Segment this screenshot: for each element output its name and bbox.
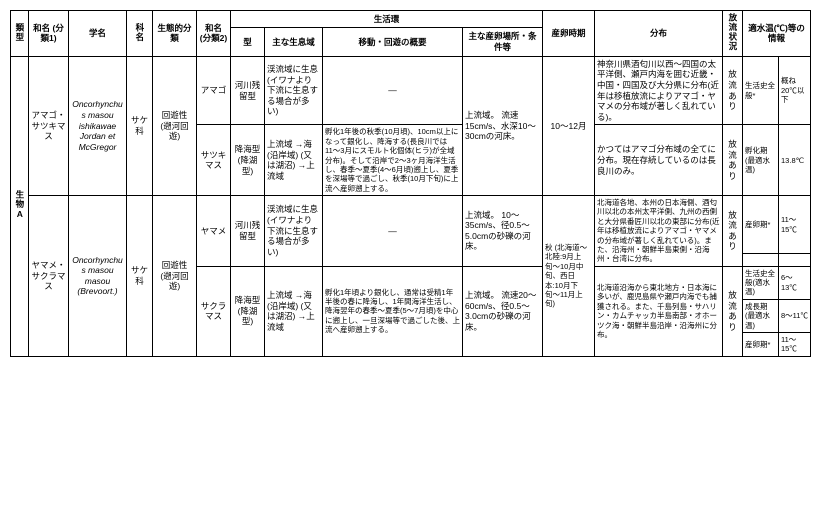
cell-ka: サケ科: [127, 196, 153, 357]
cell-idou: —: [323, 56, 463, 125]
cell-gaku: Oncorhynchus masou masou (Brevoort.): [69, 196, 127, 357]
h-waname2: 和名 (分類2): [197, 11, 231, 57]
cell-idou: 孵化1年後の秋季(10月頃)、10cm以上になって銀化し、降海する(長良川では1…: [323, 125, 463, 196]
h-type: 類型: [11, 11, 29, 57]
species-table: 類型 和名 (分類1) 学名 科名 生態的分類 和名 (分類2) 生活環 産卵時…: [10, 10, 811, 357]
cell-teki-label: 産卵期*: [743, 332, 779, 356]
cell-teki-val: 13.8℃: [779, 125, 811, 196]
cell-sanran: 上流域。 流速15cm/s、水深10〜30cmの河床。: [463, 56, 543, 195]
cell-type: 降海型 (降湖型): [231, 125, 265, 196]
cell-waname2: ヤマメ: [197, 196, 231, 267]
cell-teki-val: 11〜15℃: [779, 332, 811, 356]
h-tekisui: 適水温(℃)等の情報: [743, 11, 811, 57]
cell-teki-label: 産卵期*: [743, 196, 779, 254]
cell-teki-label: 孵化期(最適水温): [743, 125, 779, 196]
h-seisoku: 主な生息域: [265, 28, 323, 57]
h-kata: 型: [231, 28, 265, 57]
h-houryuu: 放流状況: [723, 11, 743, 57]
cell-sanranjiki: 秋 (北海道〜北陸:9月上旬〜10月中旬、西日本:10月下旬〜11月上旬): [543, 196, 595, 357]
cell-teki-val: [779, 254, 811, 266]
cell-ruikei: 生物A: [11, 56, 29, 356]
h-seitai: 生態的分類: [153, 11, 197, 57]
cell-teki-label: 成長期(最適水温): [743, 299, 779, 332]
h-sanran: 主な産卵場所・条件等: [463, 28, 543, 57]
cell-waname2: サクラマス: [197, 266, 231, 356]
cell-type: 河川残留型: [231, 56, 265, 125]
cell-ka: サケ科: [127, 56, 153, 195]
cell-bunpu: 北海道沿海から東北地方・日本海に多いが、鹿児島県や瀬戸内海でも捕獲される。また、…: [595, 266, 723, 356]
cell-bunpu: かつてはアマゴ分布域の全てに分布。現在存続しているのは長良川のみ。: [595, 125, 723, 196]
cell-houryuu: 放流あり: [723, 196, 743, 267]
cell-waname2: アマゴ: [197, 56, 231, 125]
cell-teki-label: 生活史全般(適水温): [743, 266, 779, 299]
h-gakumei: 学名: [69, 11, 127, 57]
cell-sanran: 上流域。 流速20〜60cm/s、径0.5〜3.0cmの砂礫の河床。: [463, 266, 543, 356]
cell-sanranjiki: 10〜12月: [543, 56, 595, 195]
cell-waname2: サツキマス: [197, 125, 231, 196]
h-kamei: 科名: [127, 11, 153, 57]
cell-seisoku: 渓流域に生息(イワナより下流に生息する場合が多い): [265, 196, 323, 267]
cell-teki-val: 8〜11℃: [779, 299, 811, 332]
h-idou: 移動・回遊の概要: [323, 28, 463, 57]
h-sanranjiki: 産卵時期: [543, 11, 595, 57]
cell-teki-label: 生活史全般*: [743, 56, 779, 125]
cell-sanran: 上流域。 10〜35cm/s、径0.5〜5.0cmの砂礫の河床。: [463, 196, 543, 267]
cell-teki-val: 6〜13℃: [779, 266, 811, 299]
cell-bunpu: 神奈川県酒匂川以西〜四国の太平洋側、瀬戸内海を囲む近畿・中国・四国及び大分県に分…: [595, 56, 723, 125]
cell-type: 河川残留型: [231, 196, 265, 267]
cell-idou: —: [323, 196, 463, 267]
cell-teki-label: [743, 254, 779, 266]
cell-gaku: Oncorhynchus masou ishikawae Jordan et M…: [69, 56, 127, 195]
cell-seitai: 回遊性 (遡河回遊): [153, 56, 197, 195]
cell-teki-val: 11〜15℃: [779, 196, 811, 254]
h-bunpu: 分布: [595, 11, 723, 57]
table-row: 生物A アマゴ・サツキマス Oncorhynchus masou ishikaw…: [11, 56, 811, 125]
cell-waname: ヤマメ・サクラマス: [29, 196, 69, 357]
cell-teki-val: 概ね20℃以下: [779, 56, 811, 125]
cell-seisoku: 渓流域に生息(イワナより下流に生息する場合が多い): [265, 56, 323, 125]
cell-houryuu: 放流あり: [723, 56, 743, 125]
cell-bunpu: 北海道各地、本州の日本海側、酒匂川以北の本州太平洋側、九州の西側と大分県番匠川以…: [595, 196, 723, 267]
cell-houryuu: 放流あり: [723, 266, 743, 356]
h-waname1: 和名 (分類1): [29, 11, 69, 57]
cell-idou: 孵化1年頃より銀化し、通常は受精1年半後の春に降海し、1年間海洋生活し、降海翌年…: [323, 266, 463, 356]
cell-seisoku: 上流域 →海(沿岸域) (又は湖沼) →上流域: [265, 266, 323, 356]
cell-seitai: 回遊性 (遡河回遊): [153, 196, 197, 357]
cell-waname: アマゴ・サツキマス: [29, 56, 69, 195]
cell-type: 降海型 (降湖型): [231, 266, 265, 356]
cell-houryuu: 放流あり: [723, 125, 743, 196]
cell-seisoku: 上流域 →海(沿岸域) (又は湖沼) →上流域: [265, 125, 323, 196]
table-row: ヤマメ・サクラマス Oncorhynchus masou masou (Brev…: [11, 196, 811, 254]
h-katsudo: 生活環: [231, 11, 543, 28]
